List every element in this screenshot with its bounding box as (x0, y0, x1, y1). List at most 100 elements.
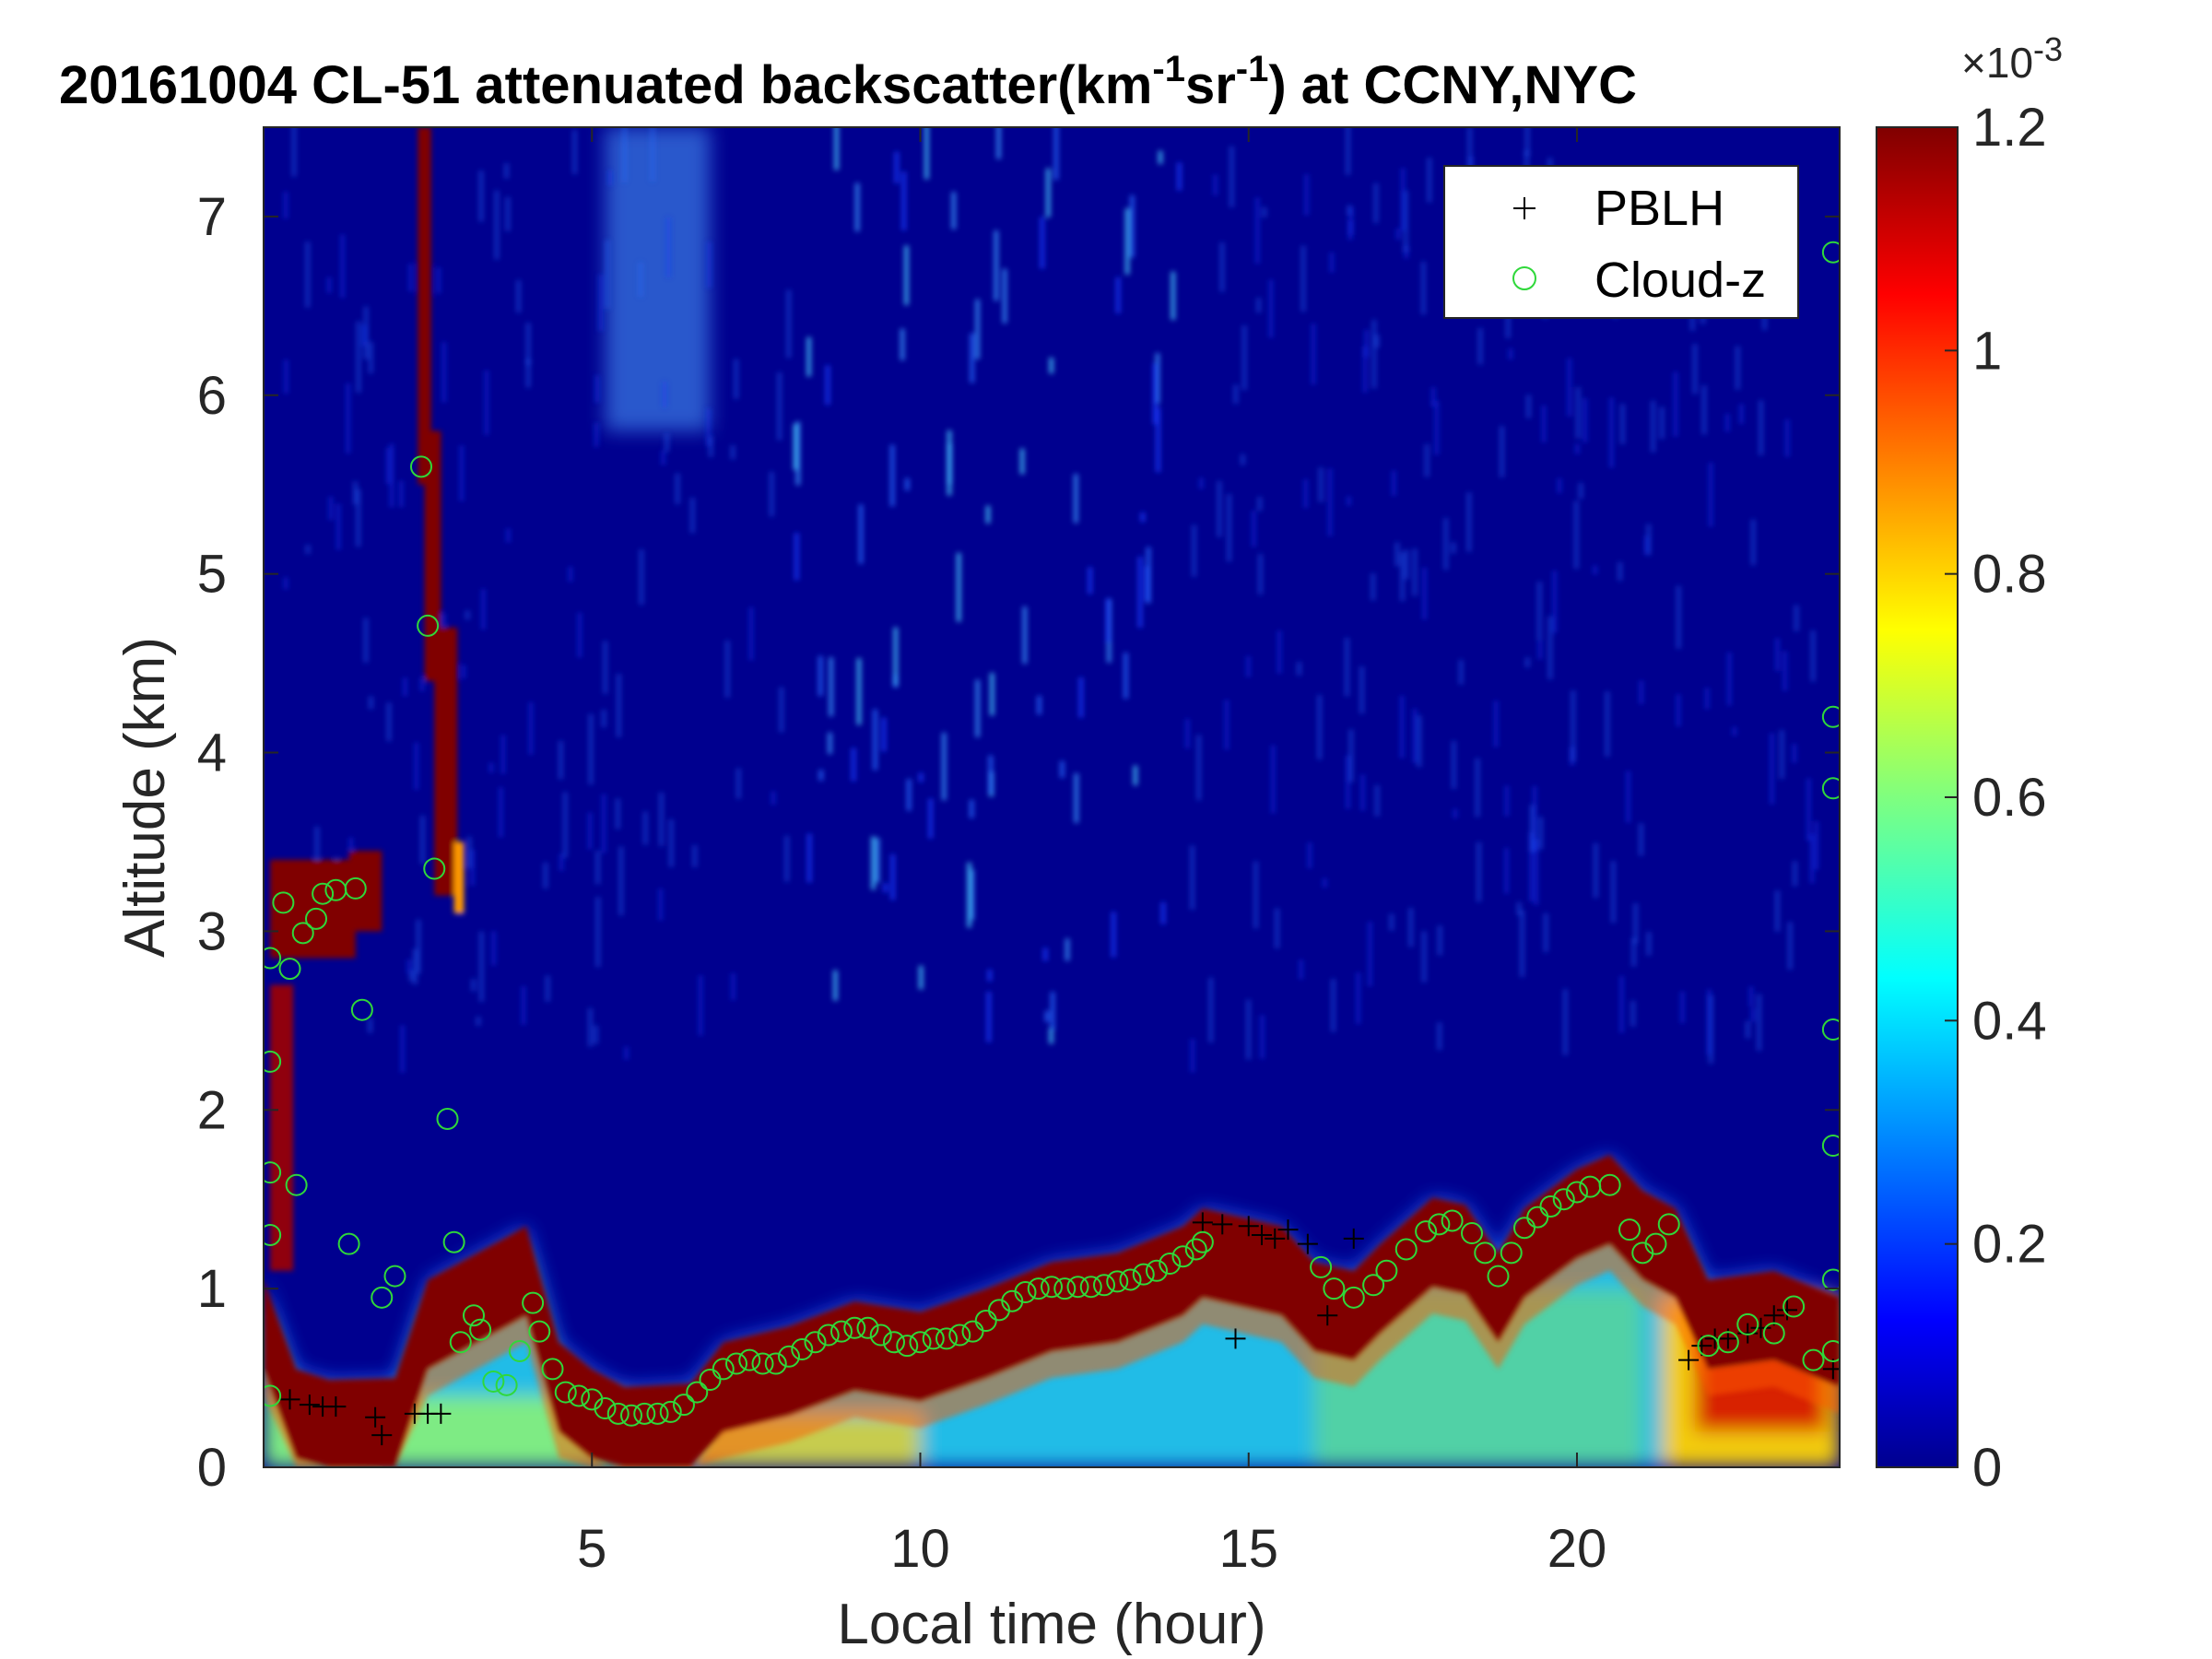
colorbar-exponent: ×10-3 (1961, 30, 2063, 87)
cloud-z-point (1500, 1241, 1523, 1265)
cloud-z-point (594, 1397, 617, 1420)
pblh-point (1317, 1305, 1338, 1326)
cloud-z-point (554, 1381, 577, 1404)
cloud-z-point (1146, 1259, 1168, 1282)
cloud-z-point (1014, 1281, 1037, 1304)
x-tick-label: 10 (890, 1519, 950, 1579)
cloud-z-point (1310, 1255, 1333, 1278)
cloud-z-point (1821, 705, 1840, 728)
cloud-z-point (673, 1394, 695, 1417)
cloud-z-point (541, 1358, 564, 1381)
legend-item-pblh: PBLH (1513, 181, 1724, 236)
cloud-z-point (417, 614, 440, 637)
cloud-z-point (1821, 1339, 1840, 1362)
cloud-z-point (1342, 1286, 1365, 1309)
backscatter-heatmap (264, 127, 1840, 1467)
cloud-z-point (699, 1369, 722, 1392)
cloud-z-point (423, 857, 446, 880)
cloud-z-point (974, 1310, 997, 1333)
cloud-z-point (469, 1318, 492, 1341)
y-tick-label: 1 (197, 1259, 227, 1319)
cloud-z-point (856, 1316, 879, 1339)
cloud-z-point (1041, 1276, 1063, 1299)
pblh-point (279, 1389, 300, 1410)
cloud-z-point (1474, 1241, 1497, 1265)
cloud-z-point (1053, 1277, 1077, 1300)
y-tick-label: 7 (197, 187, 227, 247)
y-tick-label: 0 (197, 1438, 227, 1498)
cloud-z-point (896, 1335, 919, 1358)
cloud-z-point (1644, 1232, 1667, 1255)
cloud-z-point (1487, 1265, 1510, 1288)
cloud-z-point (804, 1331, 827, 1354)
cloud-z-point (463, 1304, 485, 1327)
cloud-z-point (1428, 1213, 1451, 1236)
cloud-z-point (725, 1352, 747, 1375)
cloud-z-point (1552, 1188, 1575, 1211)
cloud-z-point (1461, 1222, 1483, 1245)
cloud-z-point (791, 1338, 814, 1361)
y-axis-label: Altitude (km) (113, 637, 177, 958)
pblh-point (1192, 1212, 1213, 1233)
cloud-z-point (751, 1352, 774, 1375)
cloud-z-point (1184, 1238, 1207, 1261)
pblh-point (430, 1403, 452, 1424)
cloud-z-point (1618, 1218, 1641, 1241)
cloud-z-point (1171, 1245, 1194, 1268)
cloud-z-point (1657, 1213, 1680, 1236)
cloud-z-point (961, 1320, 984, 1343)
cloud-z-point (909, 1331, 932, 1354)
pblh-point (1822, 1359, 1840, 1380)
cloud-z-point (1093, 1274, 1115, 1297)
pblh-point (1343, 1228, 1364, 1249)
cloud-z-point (528, 1320, 551, 1343)
cloud-z-point (1513, 1217, 1535, 1240)
cloud-z-point (508, 1339, 531, 1362)
y-tick-label: 2 (197, 1080, 227, 1140)
pblh-point (1777, 1300, 1797, 1321)
cloud-z-point (1159, 1252, 1182, 1275)
cloud-z-point (1539, 1194, 1562, 1218)
plot-frame (263, 126, 1841, 1468)
cloud-z-point (1716, 1331, 1739, 1354)
cloud-z-point (1821, 777, 1840, 800)
cloud-z-point (1566, 1181, 1588, 1204)
cloud-z-point (869, 1324, 892, 1347)
y-tick-label: 4 (197, 724, 227, 783)
pblh-point (1212, 1214, 1233, 1235)
cloud-z-point (350, 998, 373, 1021)
cloud-z-point (935, 1327, 958, 1350)
cloud-z-point (764, 1352, 787, 1375)
pblh-point (1265, 1228, 1286, 1249)
cloud-z-point (1821, 1268, 1840, 1291)
cloud-z-point (291, 922, 314, 945)
cloud-z-point (633, 1402, 656, 1425)
cloud-z-point (285, 1173, 308, 1196)
cloud-z-point (278, 958, 301, 981)
pblh-point (1277, 1219, 1299, 1241)
cloud-z-point (495, 1373, 518, 1396)
pblh-point (1750, 1317, 1771, 1338)
colorbar-tick-label: 0.6 (1972, 768, 2047, 828)
colorbar-tick-label: 1.2 (1972, 98, 2047, 158)
x-tick-label: 20 (1547, 1519, 1607, 1579)
cloud-z-point (883, 1331, 905, 1354)
cloud-z-marker-icon (1512, 266, 1536, 290)
y-tick-label: 6 (197, 366, 227, 426)
cloud-z-point (1736, 1312, 1759, 1335)
y-tick-label: 3 (197, 901, 227, 961)
y-axis: 0 1 2 3 4 5 6 7 (197, 187, 1840, 1498)
colorbar-tick-label: 0 (1972, 1438, 2002, 1498)
colorbar-tick-label: 0.8 (1972, 545, 2047, 605)
cloud-z-point (436, 1107, 459, 1130)
cloud-z-point (410, 455, 432, 478)
y-tick-label: 5 (197, 545, 227, 605)
cloud-z-point (1132, 1263, 1155, 1286)
cloud-z-point (1762, 1322, 1785, 1345)
pblh-point (1238, 1216, 1259, 1237)
colorbar-tick-label: 0.4 (1972, 991, 2047, 1051)
pblh-point (1737, 1323, 1759, 1344)
cloud-z-point (1362, 1274, 1385, 1297)
cloud-z-point (1079, 1276, 1102, 1299)
legend: PBLH Cloud-z (1443, 165, 1799, 319)
